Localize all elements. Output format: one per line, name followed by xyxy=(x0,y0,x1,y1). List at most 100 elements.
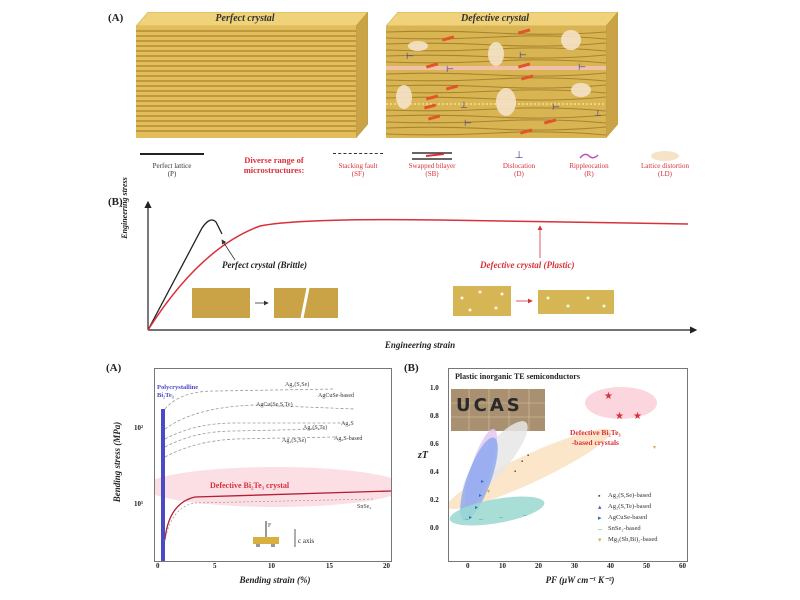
svg-text:▸: ▸ xyxy=(481,479,484,485)
svg-text:▸: ▸ xyxy=(475,505,478,511)
label-defective-line2: -based crystals xyxy=(571,438,619,447)
legend-perfect-lattice: Perfect lattice (P) xyxy=(138,153,206,178)
label-ag2sse2: Ag₂(S,Se) xyxy=(282,438,307,444)
xtick-pf-50: 50 xyxy=(643,562,650,570)
annot-defective-plastic: Defective crystal (Plastic) xyxy=(480,260,575,270)
square-marker-icon: ▪ xyxy=(598,491,601,500)
xtick-pf-0: 0 xyxy=(466,562,470,570)
legend-entry: ▸ AgCuSe-based xyxy=(598,512,688,523)
xtick-pf-20: 20 xyxy=(535,562,542,570)
legend-perfect-abbr: (P) xyxy=(167,169,177,178)
legend-sb-label: Swapped bilayer xyxy=(408,162,456,170)
middle-ylabel: Engineering stress xyxy=(120,177,129,239)
defective-crystal-block: ⊢ ⊢ ⊢ ⊢ ⊥ ⊢ ⊥ ⊢ xyxy=(385,11,619,140)
legend-label: Ag₂(S,Se)-based xyxy=(608,492,652,499)
label-ag2sbased: Ag₂S-based xyxy=(334,436,363,442)
legend-intro-line1: Diverse range of xyxy=(244,155,304,165)
label-force: F xyxy=(268,523,272,529)
legend-sf-label: Stacking fault xyxy=(338,162,378,170)
ytick-0-4: 0.4 xyxy=(430,468,439,476)
ytick-0-8: 0.8 xyxy=(430,412,439,420)
svg-text:⊥: ⊥ xyxy=(594,109,602,119)
label-polycrystalline: Polycrystalline Bi₂Te₃ xyxy=(157,384,198,400)
down-triangle-marker-icon: ▾ xyxy=(598,535,602,544)
bending-xlabel: Bending strain (%) xyxy=(239,575,311,585)
label-poly-line2: Bi₂Te₃ xyxy=(157,392,174,399)
swapped-bilayer-icon xyxy=(412,152,452,160)
pf-xlabel: PF (μW cm⁻¹ K⁻²) xyxy=(545,575,615,585)
label-ag2sse: Ag₂(S,Se) xyxy=(285,382,310,388)
svg-text:▾: ▾ xyxy=(487,489,490,495)
ripple-icon xyxy=(579,153,599,159)
legend-perfect-label: Perfect lattice xyxy=(152,161,192,170)
legend-entry: ▴ Ag₂(S,Te)-based xyxy=(598,501,688,512)
legend-entry: – SnSe₂-based xyxy=(598,523,688,534)
xtick-15: 15 xyxy=(326,562,333,570)
bending-stress-plot xyxy=(145,368,405,562)
xtick-pf-40: 40 xyxy=(607,562,614,570)
svg-text:⊢: ⊢ xyxy=(464,119,472,129)
xtick-10: 10 xyxy=(268,562,275,570)
legend-sf-abbr: (SF) xyxy=(351,170,365,178)
legend-dislocation: ⊥ Dislocation (D) xyxy=(494,150,544,178)
zt-pf-plot: ★ ★ ★ ▪ ▪ ▪ ▸ ▸ ▸ ▸ – – – – ▾ ▾ xyxy=(447,368,688,562)
right-triangle-marker-icon: ▸ xyxy=(598,513,602,522)
legend-lattice-distortion: Lattice distortion (LD) xyxy=(630,150,700,178)
legend-entry: ▾ Mg₃(Sb,Bi)₂-based xyxy=(598,534,688,545)
xtick-20: 20 xyxy=(383,562,390,570)
bending-ylabel: Bending stress (MPa) xyxy=(112,421,122,503)
svg-text:⊢: ⊢ xyxy=(578,63,586,73)
svg-text:–: – xyxy=(478,514,484,523)
legend-label: Mg₃(Sb,Bi)₂-based xyxy=(608,536,658,543)
xtick-5: 5 xyxy=(213,562,217,570)
annot-perfect-brittle: Perfect crystal (Brittle) xyxy=(222,260,307,270)
legend-d-abbr: (D) xyxy=(514,170,524,178)
ytick-1-0: 1.0 xyxy=(430,384,439,392)
svg-text:▸: ▸ xyxy=(469,515,472,521)
svg-text:▪: ▪ xyxy=(521,459,523,465)
svg-text:⊢: ⊢ xyxy=(519,51,527,61)
ytick-10-1: 10¹ xyxy=(134,500,144,508)
zt-ylabel: zT xyxy=(418,450,428,461)
svg-text:⊢: ⊢ xyxy=(406,52,414,62)
panel-label-middle-b: (B) xyxy=(108,196,123,208)
svg-text:▾: ▾ xyxy=(653,445,656,451)
triangle-marker-icon: ▴ xyxy=(598,502,602,511)
dashed-line-icon xyxy=(333,153,383,154)
panel-label-bottom-a: (A) xyxy=(106,362,122,374)
ytick-10-2: 10² xyxy=(134,424,144,432)
legend-swapped-bilayer: Swapped bilayer (SB) xyxy=(396,150,468,178)
label-defective-bi2te3: Defective Bi₂Te₃ crystal xyxy=(210,481,290,490)
label-ag2ste: Ag₂(S,Te) xyxy=(303,425,328,431)
perfect-crystal-title: Perfect crystal xyxy=(215,13,275,24)
lattice-distortion-icon xyxy=(651,151,679,161)
legend-intro: Diverse range of microstructures: xyxy=(228,155,320,175)
dislocation-icon: ⊥ xyxy=(514,150,524,161)
label-defective-crystals: Defective Bi₂Te₃ -based crystals xyxy=(570,428,621,448)
legend-intro-line2: microstructures: xyxy=(243,165,305,175)
legend-ld-label: Lattice distortion xyxy=(640,162,689,170)
defective-crystal-title: Defective crystal xyxy=(460,13,530,24)
legend-r-abbr: (R) xyxy=(584,170,594,178)
ytick-0-2: 0.2 xyxy=(430,496,439,504)
solid-line-icon xyxy=(140,153,204,155)
legend-entry: ▪ Ag₂(S,Se)-based xyxy=(598,490,688,501)
xtick-pf-10: 10 xyxy=(499,562,506,570)
legend-sb-abbr: (SB) xyxy=(425,170,439,178)
label-snse2: SnSe₂ xyxy=(357,504,372,510)
legend-label: SnSe₂-based xyxy=(608,525,641,532)
legend-r-label: Rippleocation xyxy=(569,162,609,170)
svg-text:–: – xyxy=(498,512,504,521)
svg-text:▪: ▪ xyxy=(514,469,516,475)
photo-ucas-text: UCAS xyxy=(456,395,523,416)
label-agcusest: AgCu(Se,S,Te) xyxy=(256,402,293,408)
legend-label: Ag₂(S,Te)-based xyxy=(608,503,652,510)
ytick-0-0: 0.0 xyxy=(430,524,439,532)
label-c-axis: c axis xyxy=(298,537,315,545)
svg-text:–: – xyxy=(522,510,528,519)
label-defective-line1: Defective Bi₂Te₃ xyxy=(570,428,621,437)
perfect-crystal-block xyxy=(135,11,369,140)
plot-title-plastic-te: Plastic inorganic TE semiconductors xyxy=(455,372,580,381)
dash-marker-icon: – xyxy=(598,524,602,533)
label-ag2s: Ag₂S xyxy=(341,421,354,427)
